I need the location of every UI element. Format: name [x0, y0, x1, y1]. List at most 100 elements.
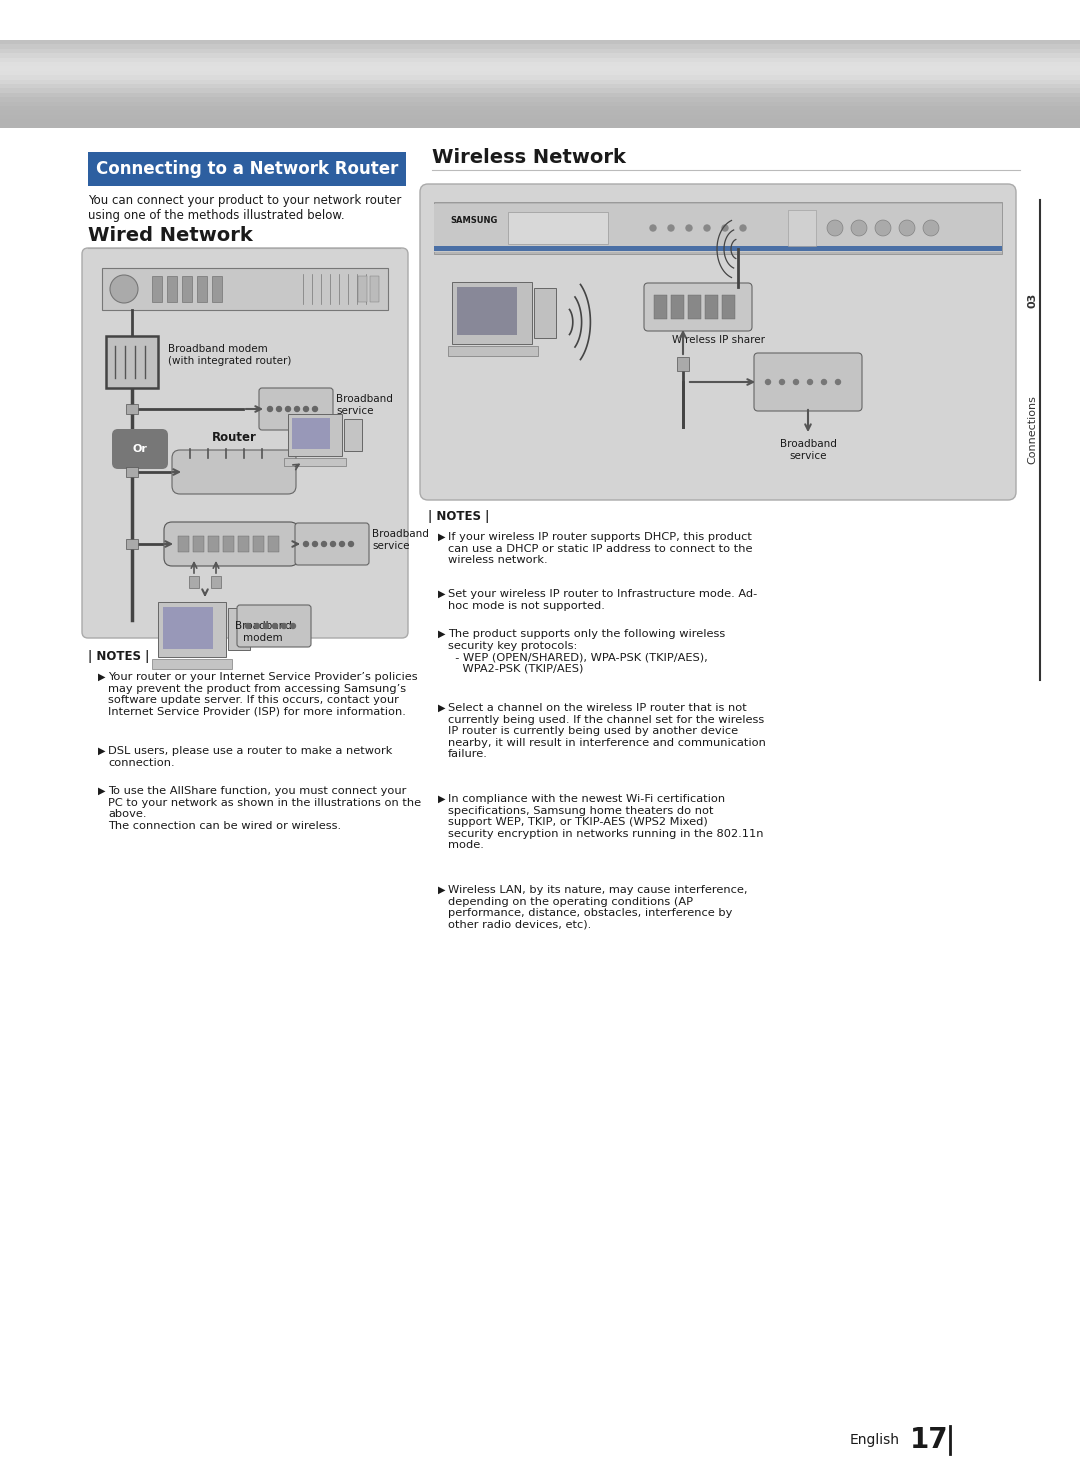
Bar: [345, 419, 362, 451]
Text: Your router or your Internet Service Provider’s policies
may prevent the product: Your router or your Internet Service Pro…: [108, 671, 418, 717]
Circle shape: [282, 624, 286, 629]
Circle shape: [339, 541, 345, 547]
Text: Wireless LAN, by its nature, may cause interference,
depending on the operating : Wireless LAN, by its nature, may cause i…: [448, 884, 747, 930]
Bar: [0, 75, 1080, 80]
Bar: [222, 535, 234, 552]
Bar: [453, 282, 532, 345]
Text: In compliance with the newest Wi-Fi certification
specifications, Samsung home t: In compliance with the newest Wi-Fi cert…: [448, 794, 764, 850]
Bar: [723, 294, 735, 319]
Bar: [183, 277, 192, 302]
FancyBboxPatch shape: [164, 522, 298, 566]
FancyBboxPatch shape: [237, 605, 311, 646]
Text: To use the AllShare function, you must connect your
PC to your network as shown : To use the AllShare function, you must c…: [108, 785, 421, 831]
Bar: [671, 294, 684, 319]
Circle shape: [686, 225, 692, 231]
Text: Broadband
service: Broadband service: [372, 529, 429, 550]
Circle shape: [766, 380, 770, 385]
Bar: [0, 84, 1080, 89]
FancyBboxPatch shape: [172, 450, 296, 494]
Circle shape: [899, 220, 915, 237]
Bar: [178, 535, 189, 552]
Text: Connecting to a Network Router: Connecting to a Network Router: [96, 160, 399, 177]
Circle shape: [268, 407, 272, 411]
Bar: [158, 602, 226, 657]
Circle shape: [740, 225, 746, 231]
Text: ▶: ▶: [98, 671, 106, 682]
Circle shape: [312, 407, 318, 411]
Text: DSL users, please use a router to make a network
connection.: DSL users, please use a router to make a…: [108, 745, 392, 768]
Text: Select a channel on the wireless IP router that is not
currently being used. If : Select a channel on the wireless IP rout…: [448, 703, 766, 759]
Bar: [705, 294, 718, 319]
Text: If your wireless IP router supports DHCP, this product
can use a DHCP or static : If your wireless IP router supports DHCP…: [448, 532, 753, 565]
Text: ▶: ▶: [438, 589, 446, 599]
Bar: [268, 535, 279, 552]
FancyBboxPatch shape: [259, 387, 333, 430]
Bar: [167, 277, 177, 302]
Bar: [677, 356, 689, 371]
Bar: [788, 210, 816, 246]
Circle shape: [276, 407, 282, 411]
Text: Set your wireless IP router to Infrastructure mode. Ad-
hoc mode is not supporte: Set your wireless IP router to Infrastru…: [448, 589, 757, 611]
Circle shape: [704, 225, 710, 231]
Text: Router: Router: [212, 430, 256, 444]
Text: ▶: ▶: [438, 629, 446, 639]
FancyBboxPatch shape: [112, 429, 168, 469]
Circle shape: [272, 624, 278, 629]
Circle shape: [836, 380, 840, 385]
Circle shape: [349, 541, 353, 547]
Circle shape: [794, 380, 798, 385]
Bar: [0, 115, 1080, 120]
Text: SAMSUNG: SAMSUNG: [450, 216, 498, 225]
Circle shape: [822, 380, 826, 385]
Bar: [0, 71, 1080, 75]
Bar: [212, 277, 222, 302]
Bar: [238, 535, 249, 552]
Text: Broadband modem
(with integrated router): Broadband modem (with integrated router): [168, 345, 292, 365]
Bar: [126, 538, 138, 549]
Bar: [197, 277, 207, 302]
Bar: [0, 40, 1080, 44]
Bar: [434, 203, 1002, 254]
Bar: [152, 277, 162, 302]
Text: ▶: ▶: [438, 884, 446, 895]
Bar: [208, 535, 219, 552]
Bar: [288, 414, 342, 456]
Bar: [0, 93, 1080, 98]
Text: ▶: ▶: [438, 794, 446, 805]
Circle shape: [295, 407, 299, 411]
Circle shape: [291, 624, 296, 629]
Bar: [284, 458, 346, 466]
Bar: [0, 124, 1080, 129]
Circle shape: [875, 220, 891, 237]
Bar: [434, 204, 1002, 251]
FancyBboxPatch shape: [644, 282, 752, 331]
Text: You can connect your product to your network router
using one of the methods ill: You can connect your product to your net…: [87, 194, 402, 222]
Bar: [152, 660, 232, 669]
Text: English: English: [850, 1433, 900, 1446]
Circle shape: [851, 220, 867, 237]
Text: ▶: ▶: [98, 785, 106, 796]
FancyBboxPatch shape: [82, 248, 408, 637]
Bar: [370, 277, 379, 302]
Text: Wired Network: Wired Network: [87, 226, 253, 246]
Bar: [0, 120, 1080, 124]
Text: Broadband
service: Broadband service: [780, 439, 836, 460]
Circle shape: [110, 275, 138, 303]
Circle shape: [827, 220, 843, 237]
Bar: [87, 152, 406, 186]
Circle shape: [330, 541, 336, 547]
FancyBboxPatch shape: [420, 183, 1016, 500]
Bar: [0, 58, 1080, 62]
Circle shape: [245, 624, 251, 629]
Circle shape: [808, 380, 812, 385]
Text: Broadband
service: Broadband service: [336, 395, 393, 416]
Bar: [0, 89, 1080, 93]
Text: | NOTES |: | NOTES |: [87, 649, 149, 663]
Bar: [126, 467, 138, 478]
Bar: [0, 67, 1080, 71]
Text: The product supports only the following wireless
security key protocols:
  - WEP: The product supports only the following …: [448, 629, 726, 674]
Text: ▶: ▶: [438, 703, 446, 713]
Circle shape: [255, 624, 259, 629]
Circle shape: [285, 407, 291, 411]
Text: ▶: ▶: [98, 745, 106, 756]
